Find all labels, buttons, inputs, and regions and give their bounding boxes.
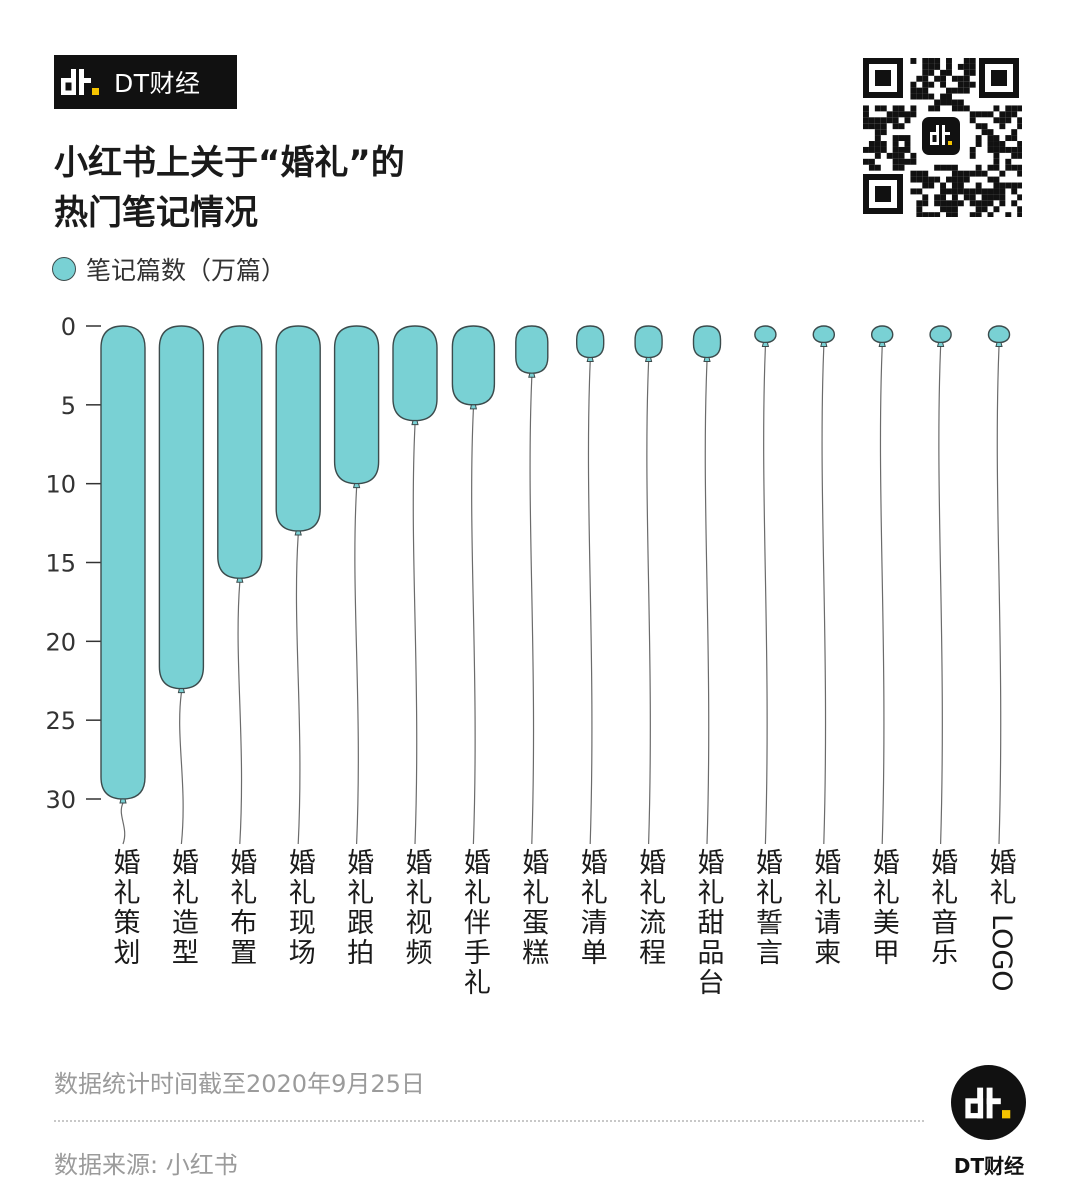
x-tick-label: 婚礼美甲 <box>873 848 900 969</box>
balloon-bar <box>754 325 777 344</box>
x-tick-label: 婚礼音乐 <box>931 848 958 969</box>
x-tick-label: 婚礼请柬 <box>814 848 841 969</box>
balloon-bar <box>987 325 1011 344</box>
balloon-string <box>704 361 710 845</box>
balloon-knot <box>878 342 886 347</box>
balloon-string <box>179 692 184 845</box>
y-tick-label: 5 <box>61 392 76 420</box>
balloon-knot <box>294 530 302 536</box>
balloon-bar <box>333 325 380 485</box>
balloon-string <box>879 346 885 845</box>
y-axis: 0 5 10 15 20 25 30 <box>45 313 101 814</box>
x-tick-label: 婚礼现场 <box>289 848 316 969</box>
balloon-knot <box>469 404 478 410</box>
balloon-strings <box>120 346 1002 845</box>
data-date-note: 数据统计时间截至2020年9月25日 <box>54 1070 425 1098</box>
balloon-knot <box>995 342 1003 347</box>
balloon-knot <box>820 342 828 347</box>
x-tick-label: 婚礼视频 <box>406 848 433 969</box>
balloon-knot <box>528 372 536 378</box>
footer-logo-caption: DT财经 <box>953 1154 1025 1178</box>
balloon-bar <box>692 325 722 359</box>
chart-title-line-1: 小红书上关于“婚礼”的 <box>54 143 405 183</box>
qr-code-icon <box>860 55 1022 217</box>
balloon-knot <box>703 357 711 363</box>
y-tick-label: 25 <box>45 707 76 735</box>
x-tick-label: 婚礼蛋糕 <box>522 848 549 969</box>
balloon-chart: 0 5 10 15 20 25 30 婚礼策划 婚礼造型 婚礼布置 婚礼现场 婚礼跟拍 婚礼视频 婚礼伴… <box>45 313 1018 999</box>
balloon-bar <box>515 325 549 375</box>
balloon-string <box>938 346 943 845</box>
balloon-knot <box>586 357 594 363</box>
y-tick-label: 0 <box>61 313 76 341</box>
dt-logo-icon <box>54 55 108 109</box>
balloon-string <box>996 346 1002 845</box>
balloon-bar <box>100 325 146 800</box>
balloon-knot <box>177 688 186 694</box>
balloon-bar <box>217 325 263 579</box>
chart-title-line-2: 热门笔记情况 <box>54 193 258 233</box>
x-tick-label: 婚礼造型 <box>172 848 199 969</box>
balloon-knot <box>644 357 653 363</box>
data-source-note: 数据来源: 小红书 <box>54 1151 238 1179</box>
balloon-bar <box>634 325 663 359</box>
y-tick-label: 10 <box>45 471 76 499</box>
balloon-string <box>821 346 827 845</box>
balloon-knot <box>761 342 770 347</box>
balloon-bar <box>275 325 321 532</box>
balloon-knot <box>352 483 361 489</box>
balloon-bar <box>451 325 496 406</box>
balloon-knot <box>119 798 127 804</box>
legend-marker <box>52 257 76 281</box>
chart-legend: 笔记篇数（万篇） <box>52 251 286 287</box>
balloon-string <box>412 424 418 845</box>
balloon-bar <box>392 325 438 422</box>
balloon-bar <box>812 325 836 344</box>
y-tick-label: 30 <box>45 786 76 814</box>
x-tick-label: 婚礼策划 <box>114 848 141 969</box>
x-tick-label: 婚礼 <box>990 848 1017 909</box>
balloon-string <box>763 346 768 845</box>
balloon-string <box>529 377 535 845</box>
divider <box>54 1120 924 1122</box>
x-tick-label-latin: LOGO <box>986 914 1017 992</box>
legend-label: 笔记篇数（万篇） <box>86 256 287 285</box>
balloon-knot <box>411 420 419 426</box>
x-tick-label: 婚礼流程 <box>639 848 666 969</box>
balloon-bar <box>870 325 894 344</box>
x-tick-label: 婚礼清单 <box>581 848 608 969</box>
y-tick-label: 20 <box>45 628 76 656</box>
x-tick-label: 婚礼伴手礼 <box>464 848 491 999</box>
x-axis-labels: 婚礼策划 婚礼造型 婚礼布置 婚礼现场 婚礼跟拍 婚礼视频 婚礼伴手礼 婚礼蛋糕 婚礼清单 婚礼流… <box>114 848 1018 999</box>
dt-logo-icon <box>951 1065 1026 1140</box>
balloon-string <box>587 361 593 845</box>
balloon-string <box>237 582 243 845</box>
balloon-string <box>471 408 476 845</box>
chart-title: 小红书上关于“婚礼”的 热门笔记情况 <box>54 138 405 238</box>
brand-name: DT财经 <box>114 69 201 98</box>
brand-badge: DT财经 <box>54 55 237 109</box>
balloon-bar <box>929 325 952 344</box>
x-tick-label: 婚礼甜品台 <box>698 848 725 999</box>
balloon-knot <box>936 342 945 347</box>
balloon-knot <box>236 577 244 583</box>
balloon-string <box>295 534 301 845</box>
x-tick-label: 婚礼布置 <box>230 848 257 969</box>
balloon-string <box>354 487 359 845</box>
balloon-bar <box>158 325 205 690</box>
balloon-string <box>646 361 651 845</box>
balloon-bar <box>576 325 605 359</box>
y-tick-label: 15 <box>45 550 76 578</box>
x-tick-label: 婚礼誓言 <box>756 848 783 969</box>
x-tick-label: 婚礼跟拍 <box>347 848 374 969</box>
balloon-string <box>120 802 126 845</box>
balloon-bars <box>100 325 1011 804</box>
